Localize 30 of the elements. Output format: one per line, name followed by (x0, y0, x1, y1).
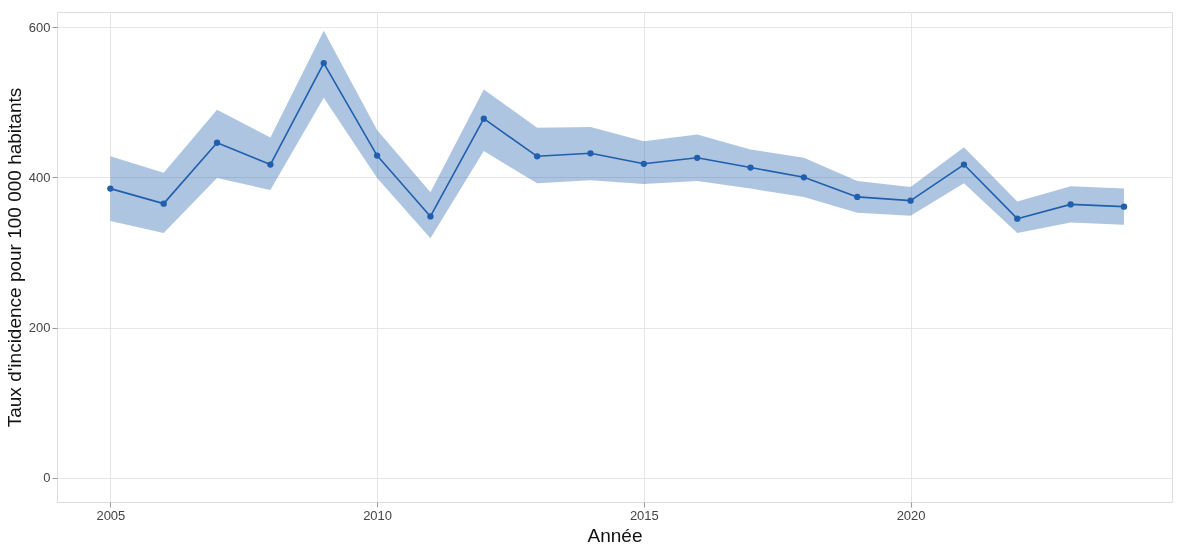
point (640, 160, 647, 167)
point (587, 150, 594, 157)
y-tick-label: 0 (43, 470, 51, 486)
x-tick-label: 2005 (96, 507, 126, 523)
y-tick-label: 600 (28, 19, 51, 35)
point (747, 164, 754, 171)
point (320, 59, 327, 67)
point (907, 197, 914, 204)
x-tick-label: 2015 (629, 507, 659, 523)
point (960, 161, 968, 168)
point (800, 174, 808, 181)
y-tick-label: 200 (28, 320, 51, 336)
point (480, 115, 487, 122)
point (213, 139, 221, 146)
x-tick-label: 2010 (363, 507, 393, 523)
point (1014, 215, 1021, 222)
y-tick-label: 400 (28, 169, 51, 185)
point (267, 161, 274, 168)
point (854, 193, 861, 201)
point (1067, 201, 1074, 208)
point (107, 185, 114, 192)
x-axis-title: Année (587, 524, 643, 546)
point (533, 153, 541, 160)
point (160, 200, 167, 207)
point (1120, 203, 1128, 210)
y-axis-title: Taux d'incidence pour 100 000 habitants (3, 87, 25, 428)
point (694, 154, 701, 161)
x-tick-label: 2020 (896, 507, 926, 523)
point (427, 213, 434, 220)
point (373, 152, 381, 159)
